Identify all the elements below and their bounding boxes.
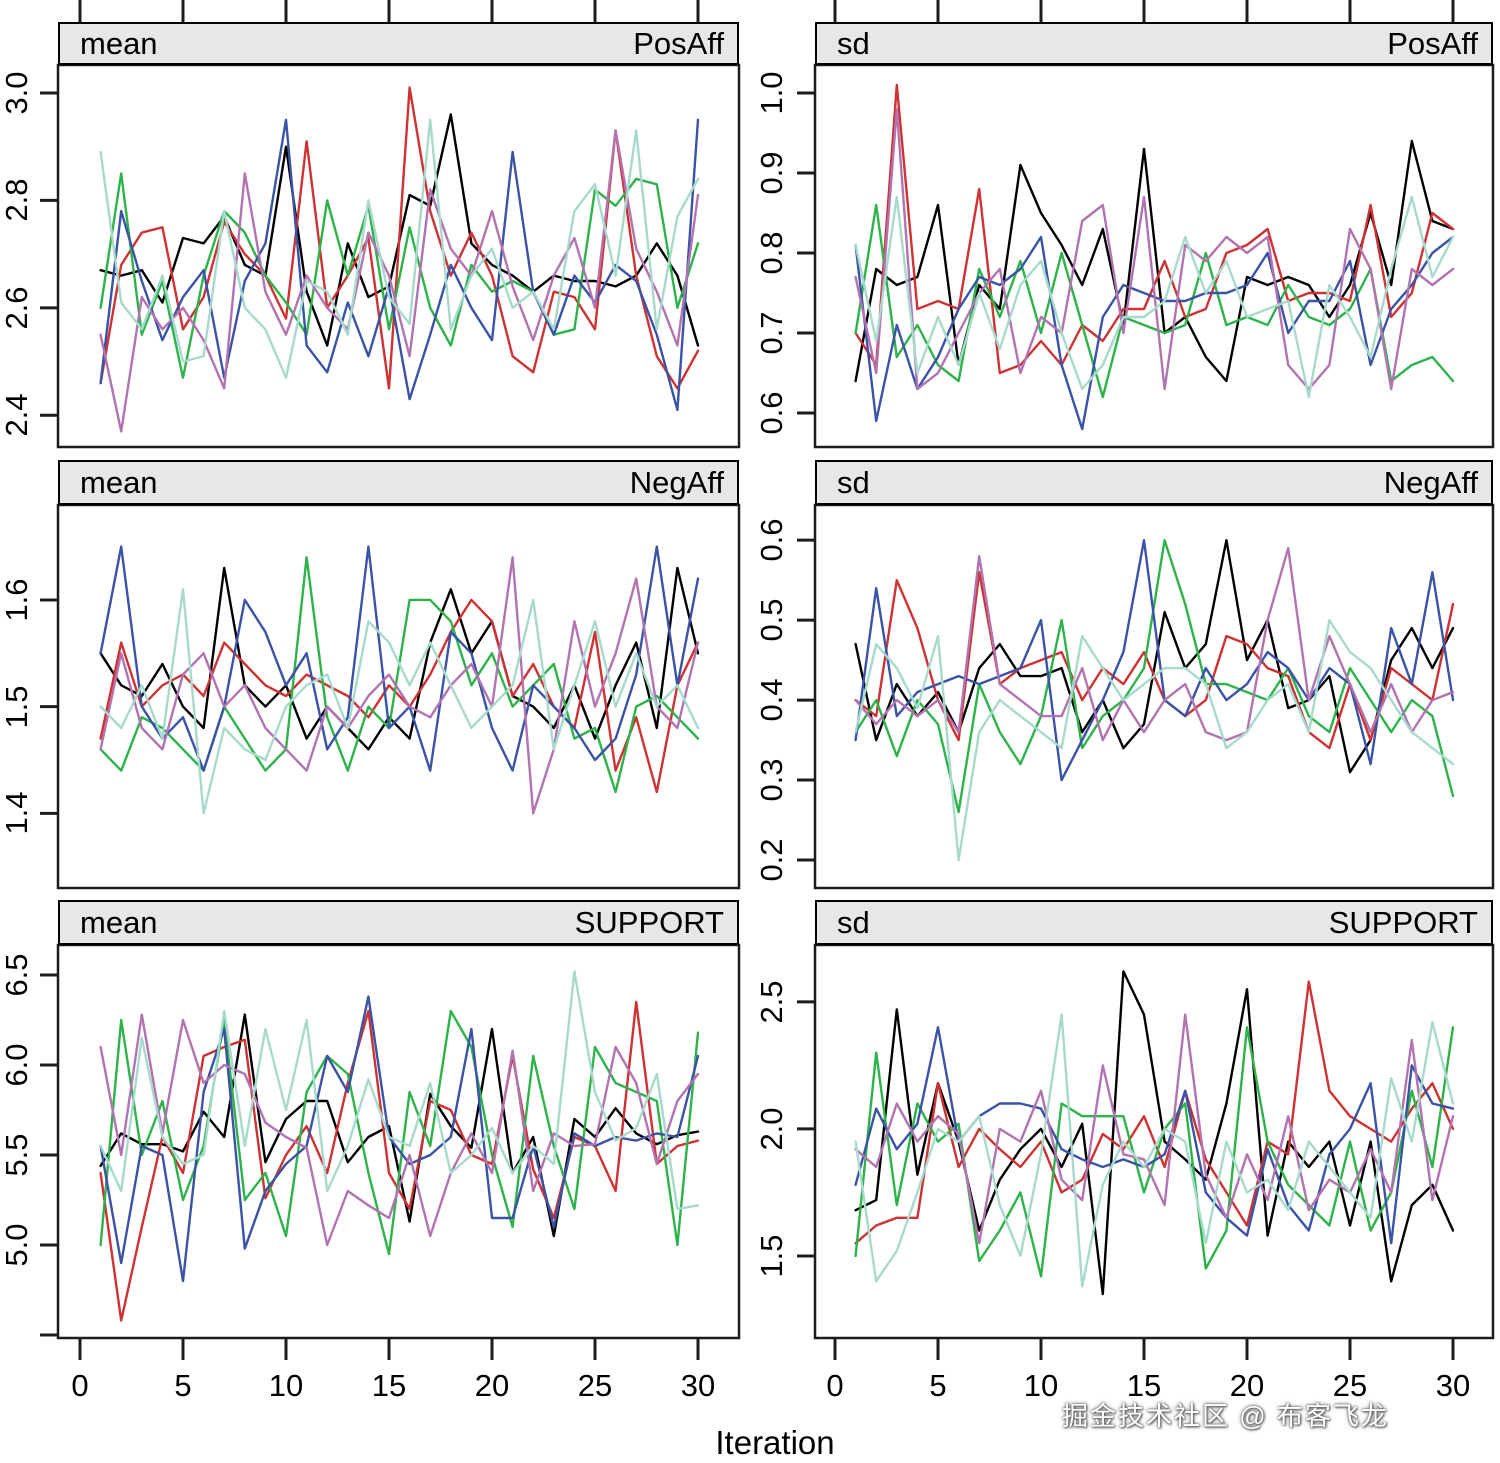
y-tick-label: 1.6 (0, 578, 34, 622)
trace-line-chain-5 (854, 1013, 1455, 1245)
y-tick-label: 0.8 (754, 231, 789, 275)
trace-line-chain-3 (99, 172, 700, 379)
strip-stat-label: sd (837, 26, 870, 61)
y-tick-label: 2.5 (754, 980, 789, 1024)
watermark: 掘金技术社区 @ 布客飞龙 (1062, 1401, 1389, 1431)
trace-line-chain-4 (99, 545, 700, 772)
trace-line-chain-3 (854, 203, 1455, 399)
panel-border (56, 503, 741, 890)
y-tick-label: 6.0 (0, 1043, 34, 1087)
trace-line-chain-6 (99, 970, 700, 1211)
strip-mean-posaff: mean PosAff (58, 22, 739, 65)
x-tick-label: 30 (1435, 1368, 1471, 1403)
trace-line-chain-6 (854, 195, 1455, 399)
strip-variable-label: NegAff (629, 465, 724, 500)
strip-variable-label: NegAff (1383, 465, 1478, 500)
y-tick-label: 2.6 (0, 286, 34, 330)
y-tick-label: 5.0 (0, 1223, 34, 1267)
y-tick-label: 1.5 (754, 1234, 789, 1278)
x-axis-title: Iteration (715, 1424, 835, 1461)
x-tick-label: 15 (1126, 1368, 1162, 1403)
y-tick-label: 2.8 (0, 178, 34, 222)
panel-border (813, 503, 1495, 890)
panel-border (813, 943, 1495, 1340)
strip-stat-label: mean (80, 905, 158, 940)
trace-line-chain-1 (99, 566, 700, 751)
strip-variable-label: PosAff (1387, 26, 1478, 61)
x-tick-label: 0 (826, 1368, 844, 1403)
trace-line-chain-3 (99, 1009, 700, 1256)
trace-line-chain-5 (99, 556, 700, 815)
strip-stat-label: sd (837, 905, 870, 940)
strip-mean-support: mean SUPPORT (58, 900, 739, 945)
strip-variable-label: SUPPORT (574, 905, 724, 940)
y-tick-label: 0.2 (754, 838, 789, 882)
x-tick-label: 5 (174, 1368, 192, 1403)
y-tick-label: 1.0 (754, 71, 789, 115)
strip-stat-label: mean (80, 465, 158, 500)
x-tick-label: 20 (474, 1368, 510, 1403)
trace-line-chain-4 (99, 118, 700, 412)
x-tick-label: 5 (929, 1368, 947, 1403)
trace-line-chain-4 (99, 995, 700, 1283)
trace-line-chain-5 (99, 129, 700, 433)
y-tick-label: 0.7 (754, 311, 789, 355)
strip-sd-negaff: sd NegAff (815, 460, 1493, 505)
panel-border (813, 63, 1495, 449)
trace-line-chain-5 (854, 107, 1455, 391)
y-tick-label: 1.4 (0, 791, 34, 835)
trace-line-chain-4 (854, 539, 1455, 782)
y-tick-label: 5.5 (0, 1133, 34, 1177)
y-tick-label: 2.4 (0, 393, 34, 437)
panel-border (56, 943, 741, 1340)
x-tick-label: 30 (680, 1368, 716, 1403)
trace-line-chain-2 (854, 980, 1455, 1245)
strip-sd-posaff: sd PosAff (815, 22, 1493, 65)
trace-line-chain-4 (854, 1026, 1455, 1245)
strip-stat-label: mean (80, 26, 158, 61)
y-tick-label: 6.5 (0, 953, 34, 997)
x-tick-label: 10 (268, 1368, 304, 1403)
strip-sd-support: sd SUPPORT (815, 900, 1493, 945)
trace-line-chain-6 (854, 618, 1455, 862)
y-tick-label: 3.0 (0, 71, 34, 115)
trace-line-chain-6 (99, 588, 700, 815)
trace-line-chain-3 (854, 539, 1455, 814)
strip-variable-label: PosAff (633, 26, 724, 61)
y-tick-label: 0.6 (754, 518, 789, 562)
y-tick-label: 0.6 (754, 391, 789, 435)
trace-line-chain-6 (99, 118, 700, 379)
strip-stat-label: sd (837, 465, 870, 500)
x-tick-label: 0 (71, 1368, 89, 1403)
x-tick-label: 15 (371, 1368, 407, 1403)
x-tick-label: 10 (1023, 1368, 1059, 1403)
y-tick-label: 2.0 (754, 1107, 789, 1151)
y-tick-label: 0.9 (754, 151, 789, 195)
x-tick-label: 25 (1332, 1368, 1368, 1403)
strip-mean-negaff: mean NegAff (58, 460, 739, 505)
trace-line-chain-5 (99, 1013, 700, 1247)
trace-line-chain-5 (854, 547, 1455, 742)
trace-line-chain-6 (854, 1013, 1455, 1288)
panel-border (56, 63, 741, 449)
trace-line-chain-2 (99, 598, 700, 794)
strip-variable-label: SUPPORT (1328, 905, 1478, 940)
y-tick-label: 1.5 (0, 685, 34, 729)
x-tick-label: 25 (577, 1368, 613, 1403)
y-tick-label: 0.5 (754, 598, 789, 642)
y-tick-label: 0.4 (754, 678, 789, 722)
y-tick-label: 0.3 (754, 758, 789, 802)
x-tick-label: 20 (1229, 1368, 1265, 1403)
